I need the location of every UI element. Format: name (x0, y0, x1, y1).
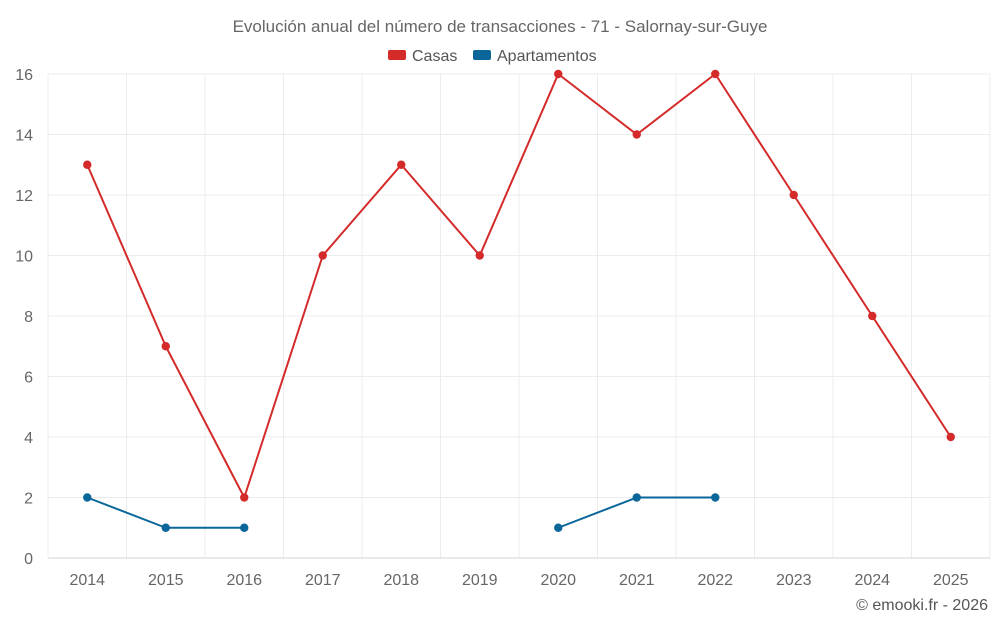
legend-item-apartamentos[interactable]: Apartamentos (473, 48, 597, 65)
legend-swatch-casas (388, 50, 406, 60)
y-tick-label: 0 (24, 551, 33, 568)
x-tick-label: 2021 (619, 572, 655, 589)
legend[interactable]: Casas Apartamentos (388, 48, 597, 65)
data-point-apartamentos (554, 523, 563, 532)
data-point-casas (946, 432, 955, 442)
x-tick-label: 2022 (697, 572, 733, 589)
data-point-casas (632, 130, 641, 139)
data-point-casas (711, 69, 720, 79)
data-point-apartamentos (711, 493, 720, 502)
x-tick-label: 2020 (540, 572, 576, 589)
data-point-casas (397, 160, 406, 169)
data-point-casas (161, 342, 170, 351)
x-tick-label: 2024 (854, 572, 890, 589)
axes: 0 2 4 6 8 10 12 14 16 2014 2015 2016 2017 2018 2019 202… (15, 67, 990, 589)
data-point-casas (83, 160, 92, 169)
data-point-casas (789, 190, 798, 200)
data-point-apartamentos (240, 523, 249, 532)
data-point-casas (554, 69, 563, 79)
y-tick-label: 12 (15, 188, 33, 205)
series-line-apartamentos (86, 496, 245, 529)
data-point-apartamentos (83, 493, 92, 502)
chart-title: Evolución anual del número de transaccio… (233, 17, 768, 36)
legend-label-apartamentos: Apartamentos (497, 48, 597, 65)
y-tick-label: 6 (24, 370, 33, 387)
grid (47, 73, 991, 558)
credit-text: © emooki.fr - 2026 (856, 597, 988, 614)
y-tick-label: 8 (24, 309, 33, 326)
data-point-casas (475, 251, 484, 260)
legend-swatch-apartamentos (473, 50, 491, 60)
series-apartamentos (83, 493, 720, 532)
y-tick-label: 14 (15, 128, 33, 145)
y-tick-label: 16 (15, 67, 33, 84)
legend-item-casas[interactable]: Casas (388, 48, 457, 65)
y-tick-label: 10 (15, 249, 33, 266)
series-casas (83, 69, 955, 502)
data-point-casas (868, 311, 877, 321)
data-point-casas (318, 251, 327, 260)
y-tick-label: 2 (24, 491, 33, 508)
data-point-apartamentos (632, 493, 641, 502)
data-point-casas (240, 493, 249, 502)
x-tick-label: 2023 (776, 572, 812, 589)
x-tick-label: 2016 (226, 572, 262, 589)
x-tick-label: 2017 (305, 572, 341, 589)
series (83, 69, 955, 532)
y-tick-label: 4 (24, 430, 33, 447)
x-tick-label: 2014 (69, 572, 105, 589)
data-point-apartamentos (161, 523, 170, 532)
series-line-casas (86, 73, 952, 499)
x-tick-label: 2019 (462, 572, 498, 589)
x-tick-label: 2025 (933, 572, 969, 589)
legend-label-casas: Casas (412, 48, 457, 65)
series-line-apartamentos (557, 496, 716, 529)
x-tick-label: 2015 (148, 572, 184, 589)
x-tick-label: 2018 (383, 572, 419, 589)
